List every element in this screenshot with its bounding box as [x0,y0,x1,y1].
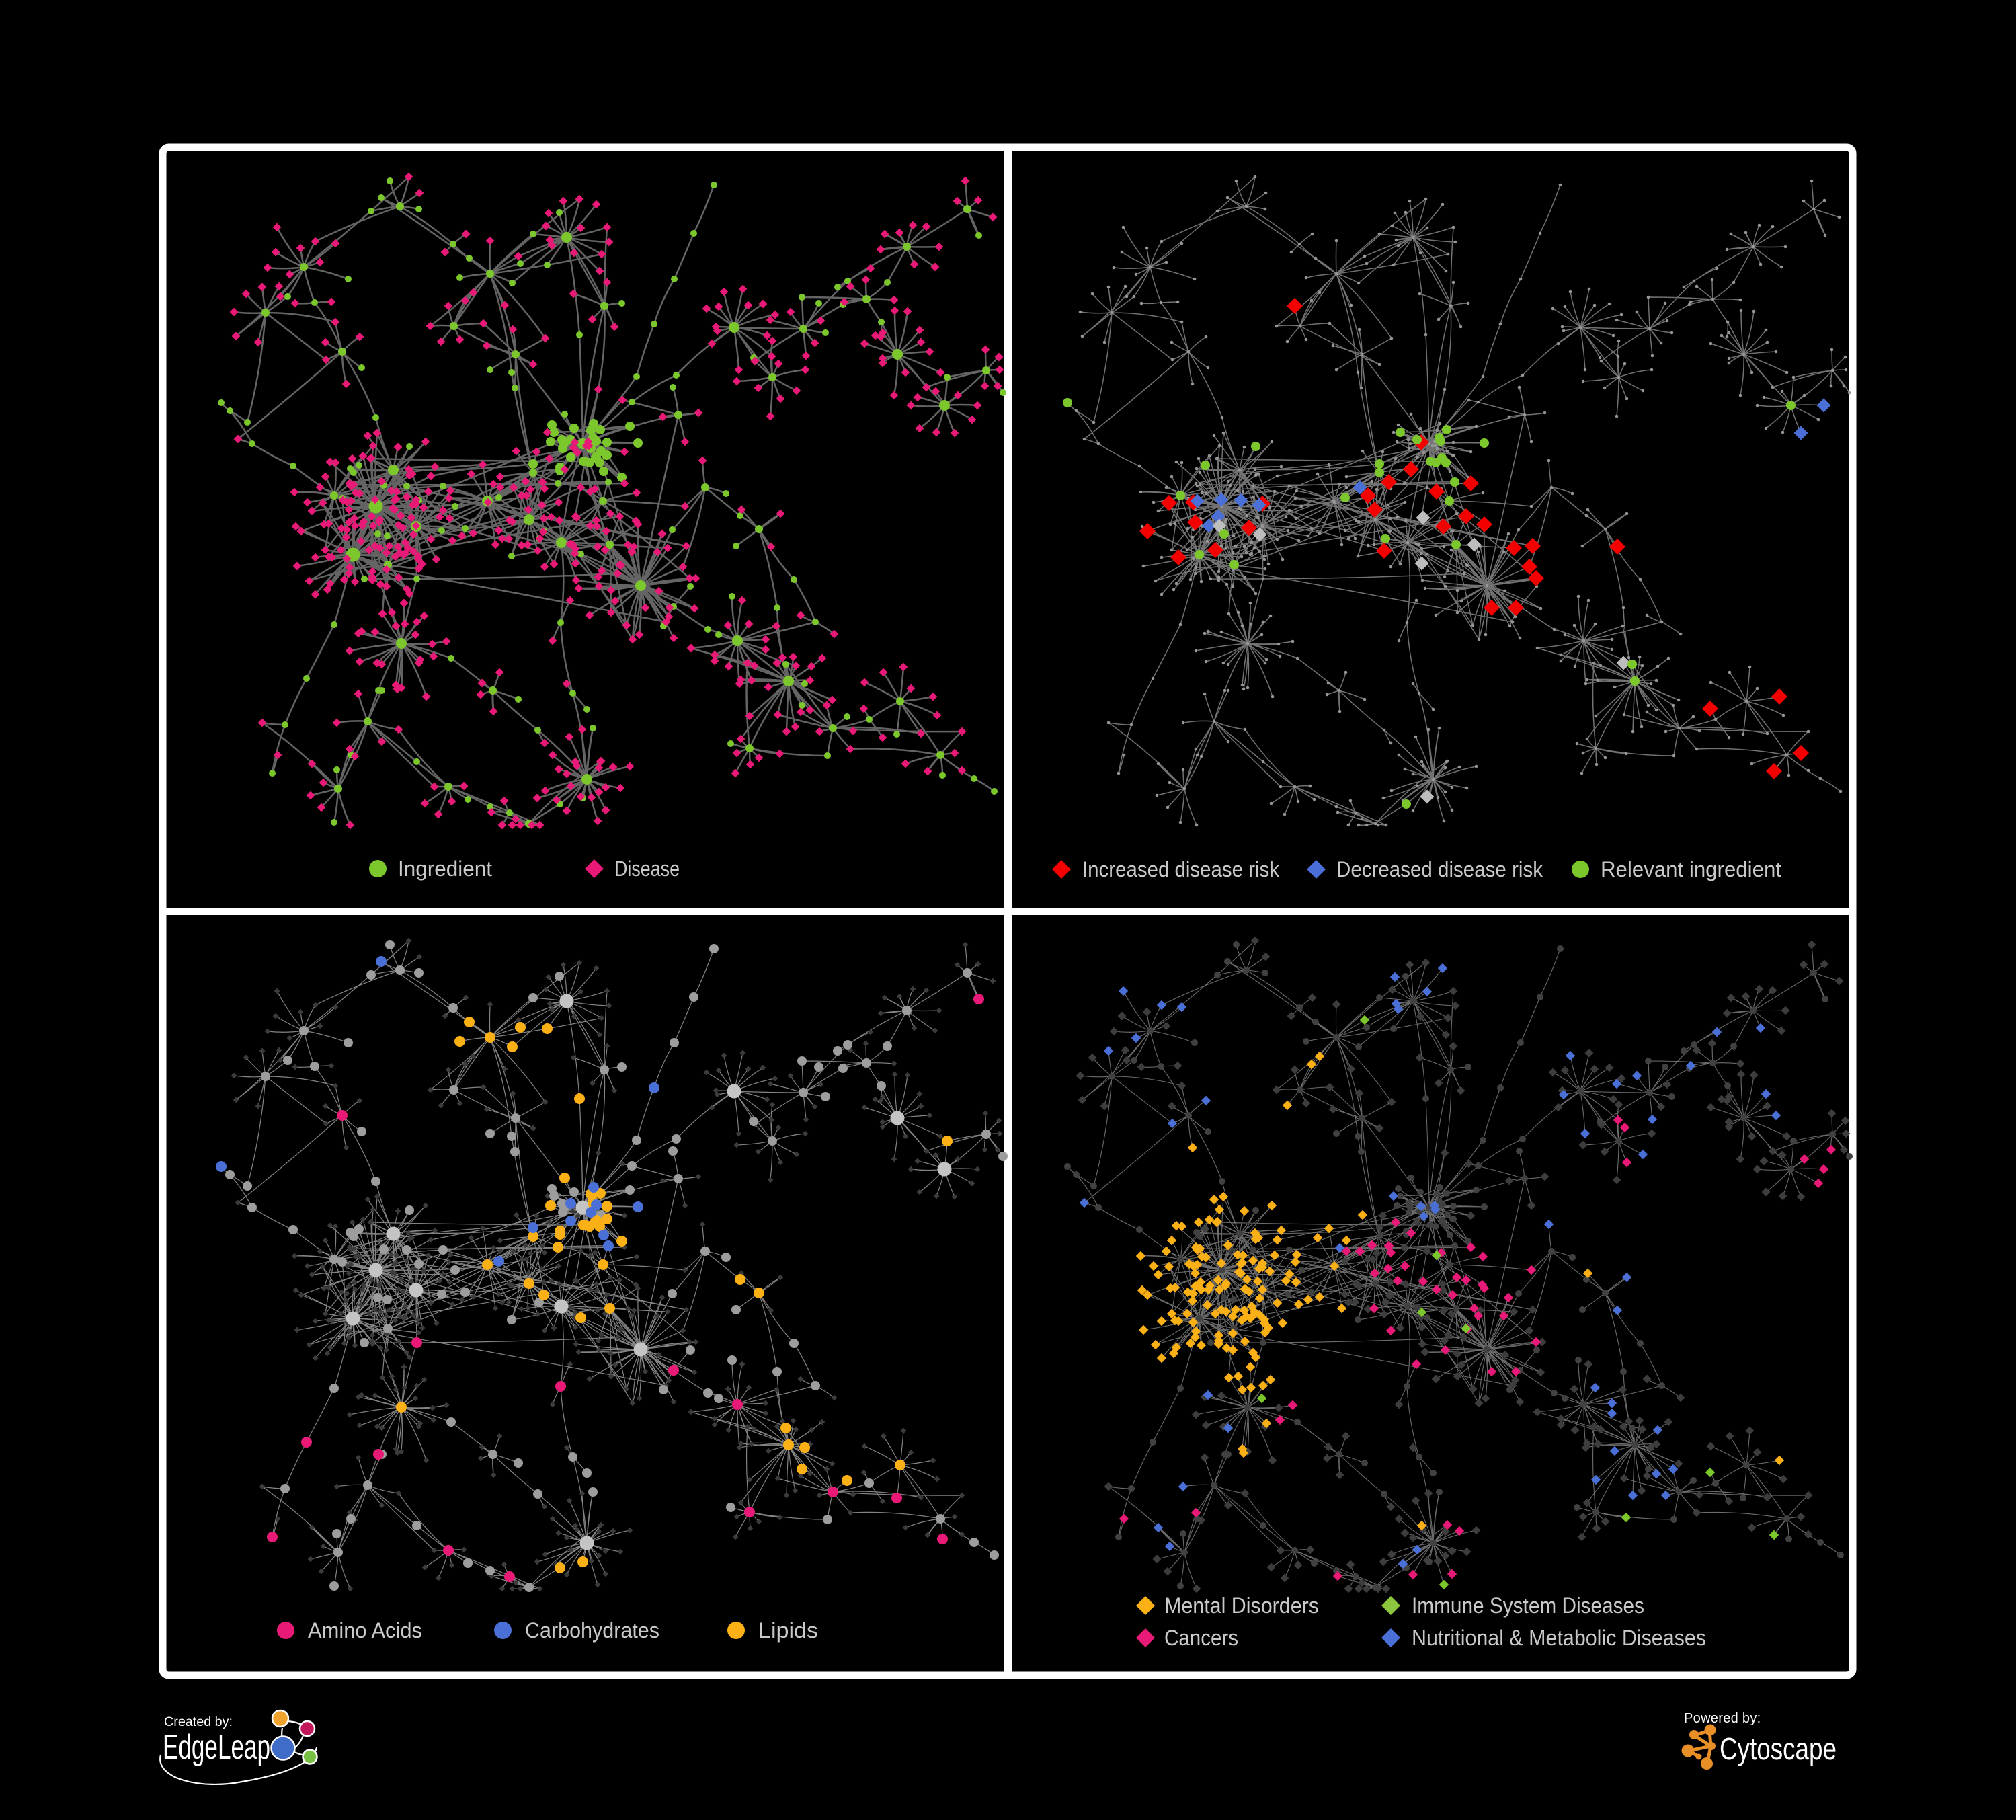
svg-text:Nutritional & Metabolic Diseas: Nutritional & Metabolic Diseases [1412,1626,1706,1650]
svg-text:Disease: Disease [614,857,680,881]
svg-text:Ingredient: Ingredient [398,857,492,881]
svg-text:Created by:: Created by: [164,1715,233,1729]
svg-text:Powered by:: Powered by: [1684,1711,1761,1726]
svg-text:Immune System Diseases: Immune System Diseases [1412,1593,1644,1618]
svg-text:Lipids: Lipids [758,1618,818,1643]
svg-text:Relevant ingredient: Relevant ingredient [1601,857,1781,881]
svg-text:EdgeLeap: EdgeLeap [163,1728,270,1767]
svg-text:Increased disease risk: Increased disease risk [1082,857,1280,881]
svg-text:Mental Disorders: Mental Disorders [1164,1593,1319,1618]
svg-text:Cancers: Cancers [1164,1626,1238,1650]
svg-text:Amino Acids: Amino Acids [308,1618,422,1643]
svg-text:Carbohydrates: Carbohydrates [525,1618,659,1643]
svg-text:Cytoscape: Cytoscape [1720,1731,1837,1766]
svg-text:Decreased disease risk: Decreased disease risk [1336,857,1543,881]
